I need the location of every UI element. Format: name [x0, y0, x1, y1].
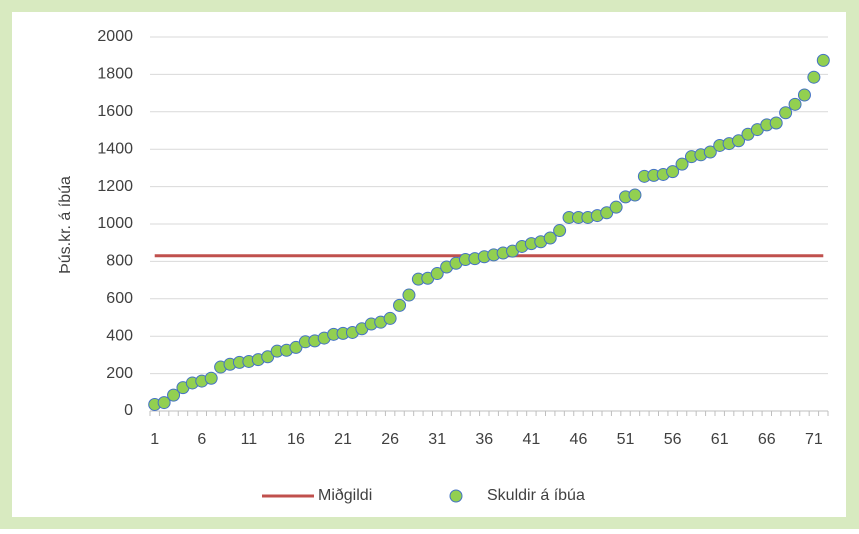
data-point [383, 311, 397, 325]
data-point [807, 70, 821, 84]
x-tick-label: 51 [617, 431, 635, 448]
data-point [167, 388, 181, 402]
data-point [402, 288, 416, 302]
data-point [788, 97, 802, 111]
data-point [261, 350, 275, 364]
data-point [703, 145, 717, 159]
x-tick-label: 21 [334, 431, 352, 448]
x-tick-label: 11 [241, 431, 258, 448]
data-point [609, 200, 623, 214]
x-tick-label: 16 [287, 431, 305, 448]
x-tick-label: 66 [758, 431, 776, 448]
x-tick-label: 46 [570, 431, 588, 448]
data-point [628, 188, 642, 202]
data-point [157, 396, 171, 410]
y-axis-label: Þús.kr. á íbúa [57, 176, 74, 274]
y-tick-label: 200 [106, 365, 133, 382]
y-tick-label: 1400 [97, 140, 133, 157]
data-point [779, 106, 793, 120]
x-tick-label: 6 [197, 431, 206, 448]
x-tick-label: 71 [805, 431, 823, 448]
data-point [732, 134, 746, 148]
data-point [289, 340, 303, 354]
y-tick-label: 1800 [97, 66, 133, 83]
data-point [600, 206, 614, 220]
chart-area [12, 12, 846, 517]
data-point [553, 224, 567, 238]
legend-label: Skuldir á íbúa [487, 487, 585, 504]
data-point [666, 165, 680, 179]
data-point [816, 53, 830, 67]
data-point [797, 88, 811, 102]
x-tick-label: 1 [150, 431, 159, 448]
data-point [393, 298, 407, 312]
legend-swatch [449, 489, 463, 503]
data-point [675, 157, 689, 171]
y-tick-label: 1000 [97, 215, 133, 232]
data-point [430, 267, 444, 281]
x-tick-label: 31 [428, 431, 446, 448]
x-tick-label: 61 [711, 431, 729, 448]
x-tick-label: 56 [664, 431, 682, 448]
data-point [543, 231, 557, 245]
data-point [204, 371, 218, 385]
legend-label: Miðgildi [318, 487, 372, 504]
x-tick-label: 26 [381, 431, 399, 448]
data-point [769, 116, 783, 130]
y-tick-label: 600 [106, 290, 133, 307]
x-tick-label: 36 [475, 431, 493, 448]
y-tick-label: 1200 [97, 178, 133, 195]
y-tick-label: 400 [106, 327, 133, 344]
y-tick-label: 800 [106, 253, 133, 270]
y-tick-label: 0 [124, 402, 133, 419]
y-tick-label: 2000 [97, 28, 133, 45]
y-tick-label: 1600 [97, 103, 133, 120]
x-tick-label: 41 [522, 431, 540, 448]
